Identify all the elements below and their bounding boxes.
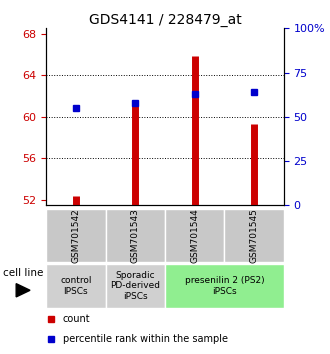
Bar [165, 264, 284, 308]
Bar [165, 209, 224, 262]
Text: control
IPSCs: control IPSCs [60, 276, 92, 296]
Title: GDS4141 / 228479_at: GDS4141 / 228479_at [89, 13, 241, 27]
Polygon shape [16, 284, 30, 297]
Text: count: count [63, 314, 90, 324]
Text: presenilin 2 (PS2)
iPSCs: presenilin 2 (PS2) iPSCs [184, 276, 264, 296]
Bar [106, 264, 165, 308]
Text: GSM701545: GSM701545 [249, 208, 259, 263]
Text: cell line: cell line [3, 268, 43, 279]
Text: percentile rank within the sample: percentile rank within the sample [63, 334, 228, 344]
Text: Sporadic
PD-derived
iPSCs: Sporadic PD-derived iPSCs [110, 271, 160, 301]
Text: GSM701542: GSM701542 [71, 208, 81, 263]
Bar [106, 209, 165, 262]
Text: GSM701543: GSM701543 [131, 208, 140, 263]
Text: GSM701544: GSM701544 [190, 208, 199, 263]
Bar [224, 209, 284, 262]
Bar [46, 264, 106, 308]
Bar [46, 209, 106, 262]
